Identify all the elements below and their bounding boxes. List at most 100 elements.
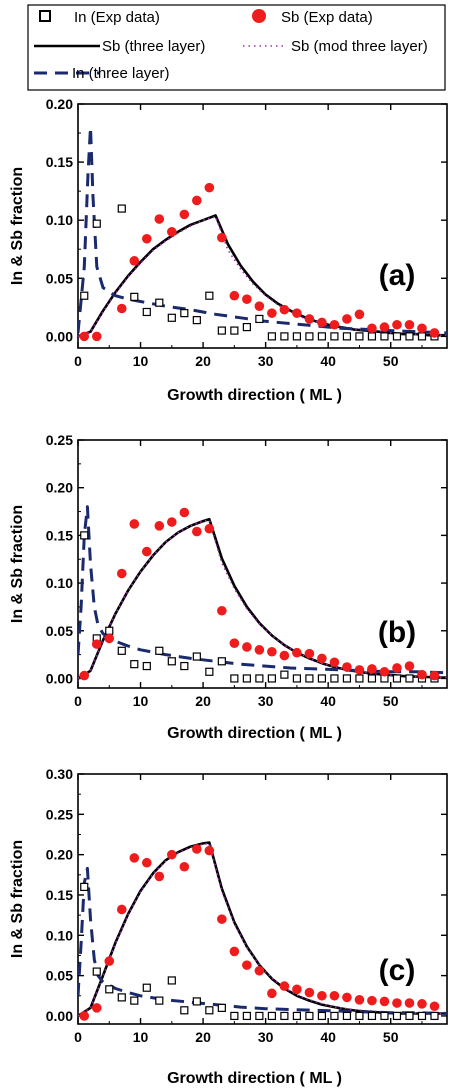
panel-b-series-in-exp-data-point-8 bbox=[180, 661, 189, 671]
panel-b-series-sb-exp-data-point-13 bbox=[242, 642, 252, 652]
panel-a-series-sb-exp-data-point-10 bbox=[217, 232, 227, 243]
panel-b-series-in-exp-data-point-4 bbox=[130, 660, 139, 669]
panel-b-series-in-exp-data-point-5 bbox=[142, 661, 151, 671]
panel-a-series-sb-exp-data-point-3 bbox=[129, 256, 140, 266]
legend-marker-sb-exp bbox=[252, 9, 266, 23]
panel-b-series-in-exp-data-point-17 bbox=[292, 674, 301, 683]
panel-b-series-sb-exp-data-point-3 bbox=[116, 568, 127, 579]
panel-b-series-sb-exp-data-point-22 bbox=[354, 665, 365, 675]
panel-a-y-tick-label-3: 0.15 bbox=[46, 154, 73, 170]
panel-c-series-sb-exp-data-point-2 bbox=[104, 956, 115, 966]
panel-a-series-in-exp-data-point-16 bbox=[292, 332, 301, 341]
panel-c-series-in-exp-data-point-20 bbox=[330, 1011, 339, 1021]
panel-a-series-sb-exp-data-point-20 bbox=[342, 314, 352, 324]
panel-c-series-sb-exp-data-point-1 bbox=[91, 1003, 102, 1013]
panel-c-series-in-exp-data-point-4 bbox=[130, 996, 139, 1005]
panel-c-series-in-exp-data-point-9 bbox=[192, 997, 201, 1006]
panel-b-series-sb-exp-data-point-0 bbox=[79, 670, 90, 681]
panel-b-label: (b) bbox=[378, 616, 416, 649]
panel-b-y-tick-label-4: 0.20 bbox=[46, 480, 73, 496]
panel-b-series-sb-exp-data-point-20 bbox=[329, 657, 340, 668]
panel-b-series-in-exp-data-point-25 bbox=[392, 674, 402, 683]
panel-b-series-sb-exp-data-point-10 bbox=[204, 523, 215, 534]
panel-a-series-in-exp-data-point-12 bbox=[242, 322, 251, 332]
panel-c-x-tick-label-0: 0 bbox=[74, 1029, 82, 1045]
panel-b-series-in-exp-data-point-11 bbox=[217, 657, 226, 666]
legend-label-sb-three-layer: Sb (three layer) bbox=[102, 38, 205, 55]
legend-label-in-exp: In (Exp data) bbox=[74, 9, 160, 26]
panel-a-x-tick-label-50: 50 bbox=[383, 353, 399, 369]
panel-a-series-in-exp-data-point-8 bbox=[192, 316, 201, 325]
panel-a-series-in-exp-data-point-10 bbox=[217, 326, 226, 335]
panel-c-series-sb-exp-data-point-11 bbox=[217, 914, 227, 924]
panel-c-series-sb-exp-data-point-14 bbox=[254, 965, 265, 976]
panel-a-series-sb-exp-data-point-18 bbox=[317, 317, 327, 328]
panel-a-series-sb-exp-data-point-14 bbox=[267, 308, 277, 318]
panel-c-series-sb-exp-data-point-16 bbox=[279, 981, 290, 991]
panel-a-series-sb-mod-three-layer-line bbox=[78, 215, 447, 338]
panel-b-series-in-exp-data-point-20 bbox=[330, 674, 339, 683]
panel-a-x-tick-label-40: 40 bbox=[320, 353, 336, 369]
panel-b-plot-area bbox=[78, 505, 447, 683]
panel-c-series-sb-exp-data-point-0 bbox=[79, 1011, 90, 1021]
panel-a-series-in-exp-data-point-6 bbox=[167, 313, 176, 322]
panel-b-series-sb-mod-three-layer-line bbox=[78, 519, 447, 680]
panel-c-y-tick-label-1: 0.05 bbox=[46, 968, 73, 984]
panel-c-series-sb-exp-data-point-5 bbox=[141, 857, 152, 868]
panel-b-series-in-three-layer-line bbox=[78, 505, 447, 675]
panel-b-series-sb-exp-data-point-7 bbox=[167, 517, 177, 527]
panel-b-series-in-exp-data-point-19 bbox=[317, 674, 327, 683]
panel-a-plot-area bbox=[78, 125, 447, 342]
panel-b-x-tick-label-10: 10 bbox=[133, 693, 149, 709]
panel-a-series-in-exp-data-point-15 bbox=[280, 332, 289, 341]
panel-a-y-tick-label-4: 0.20 bbox=[46, 96, 73, 112]
panel-a-series-sb-exp-data-point-26 bbox=[417, 323, 427, 334]
panel-a-series-sb-exp-data-point-6 bbox=[167, 227, 177, 237]
panel-b-series-sb-exp-data-point-23 bbox=[367, 664, 377, 674]
panel-c-y-tick-label-2: 0.10 bbox=[46, 927, 73, 943]
panel-b-x-tick-label-30: 30 bbox=[258, 693, 274, 709]
panel-a-series-sb-exp-data-point-1 bbox=[91, 331, 102, 342]
panel-c-series-in-exp-data-point-10 bbox=[205, 1006, 214, 1015]
panel-a-series-in-exp-data-point-0 bbox=[80, 291, 89, 300]
panel-c-series-in-exp-data-point-19 bbox=[317, 1011, 327, 1021]
panel-a-series-sb-exp-data-point-25 bbox=[404, 319, 415, 330]
panel-c-series-sb-exp-data-point-4 bbox=[129, 853, 140, 863]
panel-b-series-in-exp-data-point-14 bbox=[255, 674, 264, 683]
panel-a-x-tick-label-0: 0 bbox=[74, 353, 82, 369]
panel-c-series-in-exp-data-point-12 bbox=[230, 1011, 239, 1021]
legend-marker-in-exp bbox=[39, 10, 51, 22]
panel-c-series-sb-exp-data-point-9 bbox=[192, 844, 202, 854]
panel-c-series-sb-exp-data-point-6 bbox=[154, 871, 165, 882]
panel-a-series-sb-exp-data-point-21 bbox=[354, 309, 365, 320]
panel-a-series-in-three-layer-line bbox=[78, 125, 447, 335]
panel-b-series-in-exp-data-point-0 bbox=[80, 531, 89, 540]
panel-c-series-sb-exp-data-point-8 bbox=[179, 861, 190, 872]
panel-b-series-sb-exp-data-point-12 bbox=[229, 638, 240, 648]
panel-c-series-sb-exp-data-point-7 bbox=[167, 849, 177, 860]
panel-a-frame bbox=[77, 103, 448, 349]
panel-b-x-axis-title: Growth direction ( ML ) bbox=[167, 725, 342, 742]
panel-c-series-in-exp-data-point-27 bbox=[417, 1011, 427, 1021]
panel-b-series-in-exp-data-point-26 bbox=[405, 674, 414, 683]
panel-a-y-tick-label-1: 0.05 bbox=[46, 270, 73, 286]
panel-b-series-in-exp-data-point-12 bbox=[230, 674, 239, 683]
panel-a-y-tick-label-0: 0.00 bbox=[46, 328, 73, 344]
panel-c-series-in-exp-data-point-25 bbox=[392, 1011, 402, 1021]
panel-a-series-in-exp-data-point-24 bbox=[392, 332, 402, 341]
panel-b-y-tick-label-2: 0.10 bbox=[46, 575, 73, 591]
panel-a-series-in-exp-data-point-20 bbox=[342, 332, 352, 341]
panel-b-series-in-exp-data-point-21 bbox=[342, 674, 352, 683]
panel-a-series-in-exp-data-point-9 bbox=[205, 291, 214, 300]
panel-b-series-sb-exp-data-point-19 bbox=[317, 653, 327, 664]
panel-b-series-sb-exp-data-point-17 bbox=[292, 647, 302, 658]
panel-c-series-in-exp-data-point-11 bbox=[217, 1003, 226, 1012]
panel-c-series-in-exp-data-point-14 bbox=[255, 1011, 264, 1021]
panel-a-series-sb-exp-data-point-0 bbox=[79, 331, 90, 342]
panel-b-series-sb-exp-data-point-2 bbox=[104, 633, 115, 644]
panel-a-series-in-exp-data-point-13 bbox=[255, 314, 264, 324]
panel-b-series-sb-exp-data-point-24 bbox=[379, 666, 390, 677]
panel-a-series-sb-exp-data-point-5 bbox=[154, 214, 165, 224]
panel-a-series-sb-exp-data-point-22 bbox=[367, 323, 377, 334]
panel-b-series-sb-exp-data-point-16 bbox=[279, 650, 290, 661]
